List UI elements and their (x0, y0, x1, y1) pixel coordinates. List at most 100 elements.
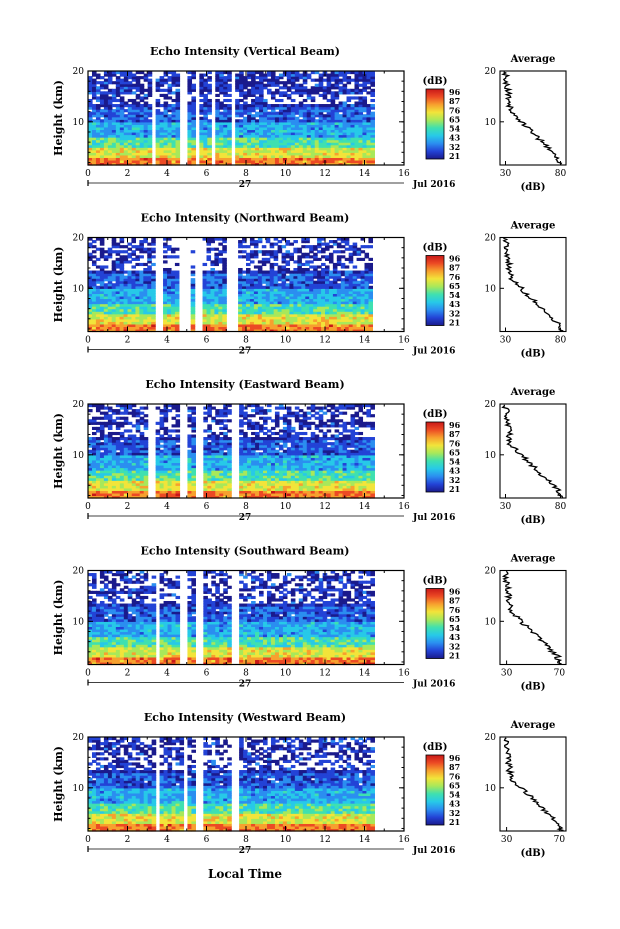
heatmap-cell (199, 139, 204, 143)
heatmap-cell (227, 83, 232, 87)
heatmap-cell (143, 154, 149, 158)
heatmap-cell (147, 144, 153, 148)
heatmap-cell (123, 316, 129, 320)
heatmap-cell (175, 137, 181, 141)
heatmap-cell (354, 114, 360, 118)
heatmap-cell (210, 293, 215, 297)
heatmap-cell (88, 288, 93, 292)
heatmap-cell (202, 303, 208, 307)
heatmap-cell (326, 490, 332, 494)
heatmap-cell (215, 131, 220, 136)
heatmap-cell (251, 490, 256, 494)
heatmap-cell (251, 101, 256, 105)
heatmap-cell (210, 247, 215, 251)
heatmap-cell (199, 119, 204, 123)
heatmap-cell (274, 477, 280, 481)
heatmap-cell (249, 306, 255, 310)
heatmap-cell (163, 144, 169, 148)
heatmap-cell (135, 83, 141, 87)
heatmap-cell (346, 475, 352, 479)
heatmap-cell (322, 487, 328, 491)
heatmap-cell (167, 480, 173, 484)
heatmap-cell (247, 91, 252, 95)
heatmap-cell (261, 290, 267, 294)
heatmap-cell (338, 162, 344, 166)
heatmap-cell (302, 139, 308, 143)
heatmap-cell (342, 137, 348, 141)
x-tick-label: 6 (204, 336, 210, 346)
heatmap-cell (131, 270, 136, 274)
heatmap-cell (203, 477, 208, 481)
heatmap-cell (119, 106, 125, 110)
heatmap-cell (210, 301, 215, 305)
heatmap-cell (269, 280, 275, 284)
heatmap-cell (99, 131, 105, 136)
heatmap-cell (163, 237, 168, 241)
heatmap-cell (342, 154, 348, 158)
heatmap-cell (127, 280, 133, 284)
heatmap-cell (352, 280, 358, 284)
heatmap-cell (259, 81, 264, 85)
heatmap-cell (159, 485, 165, 489)
heatmap-cell (167, 116, 173, 120)
heatmap-cell (253, 293, 259, 297)
heatmap-cell (302, 119, 308, 123)
heatmap-cell (302, 477, 308, 481)
heatmap-cell (330, 147, 336, 151)
heatmap-cell (95, 270, 101, 274)
heatmap-cell (362, 76, 368, 80)
heatmap-cell (340, 295, 346, 300)
heatmap-cell (115, 93, 121, 97)
heatmap-cell (326, 134, 332, 138)
heatmap-cell (167, 316, 172, 320)
heatmap-cell (88, 76, 93, 80)
heatmap-cell (366, 144, 371, 148)
heatmap-cell (309, 326, 314, 330)
heatmap-cell (265, 308, 271, 312)
heatmap-cell (301, 285, 306, 289)
heatmap-cell (328, 298, 334, 302)
heatmap-cell (266, 116, 272, 120)
heatmap-cell (143, 290, 148, 294)
heatmap-cell (171, 98, 177, 103)
heatmap-cell (111, 147, 117, 151)
heatmap-cell (131, 144, 137, 148)
heatmap-cell (163, 293, 168, 297)
x-tick-label: 14 (359, 336, 371, 346)
heatmap-cell (249, 295, 255, 300)
heatmap-cell (334, 71, 340, 75)
heatmap-cell (293, 275, 298, 279)
heatmap-cell (155, 144, 161, 148)
heatmap-cell (247, 467, 252, 471)
heatmap-cell (309, 255, 314, 259)
heatmap-cell (119, 114, 125, 118)
heatmap-cell (346, 131, 352, 136)
heatmap-cell (99, 490, 105, 494)
heatmap-cell (191, 119, 196, 123)
heatmap-cell (107, 111, 113, 115)
heatmap-cell (119, 283, 125, 287)
heatmap-cell (309, 323, 314, 328)
heatmap-cell (139, 280, 144, 284)
heatmap-cell (238, 318, 243, 322)
heatmap-cell (119, 475, 125, 479)
heatmap-cell (298, 162, 304, 166)
heatmap-cell (190, 288, 196, 292)
heatmap-cell (111, 323, 117, 328)
heatmap-cell (199, 154, 204, 158)
heatmap-cell (334, 139, 340, 143)
heatmap-cell (159, 152, 165, 156)
heatmap-cell (322, 142, 328, 146)
heatmap-cell (243, 78, 248, 82)
heatmap-cell (127, 270, 133, 274)
heatmap-cell (88, 252, 93, 256)
heatmap-cell (190, 303, 196, 307)
heatmap-cell (325, 306, 330, 310)
heatmap-cell (135, 313, 140, 317)
heatmap-cell (336, 323, 342, 328)
heatmap-cell (107, 124, 113, 128)
heatmap-cell (107, 98, 113, 103)
heatmap-cell (223, 106, 228, 110)
heatmap-cell (354, 162, 360, 166)
heatmap-cell (163, 129, 169, 133)
